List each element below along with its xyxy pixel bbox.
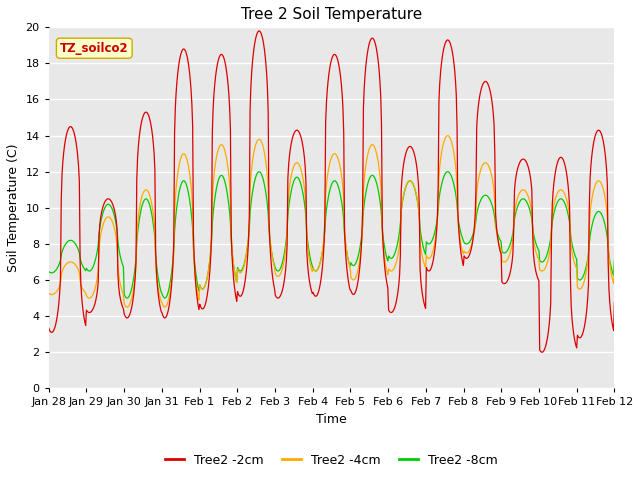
Legend: Tree2 -2cm, Tree2 -4cm, Tree2 -8cm: Tree2 -2cm, Tree2 -4cm, Tree2 -8cm [160, 449, 503, 472]
Title: Tree 2 Soil Temperature: Tree 2 Soil Temperature [241, 7, 422, 22]
Y-axis label: Soil Temperature (C): Soil Temperature (C) [7, 144, 20, 272]
X-axis label: Time: Time [316, 413, 347, 426]
Text: TZ_soilco2: TZ_soilco2 [60, 42, 129, 55]
